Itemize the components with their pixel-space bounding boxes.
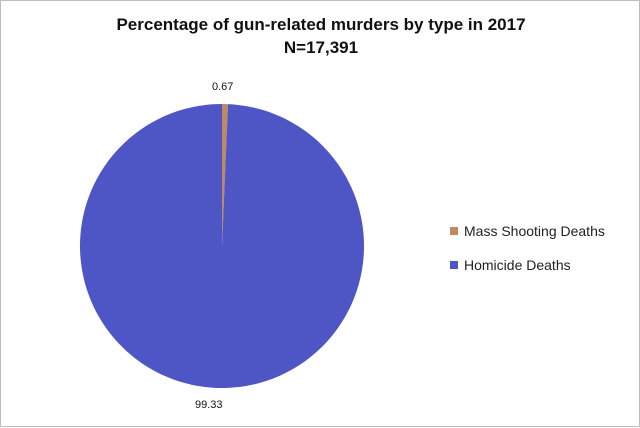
legend-swatch-homicide-deaths	[450, 261, 458, 269]
legend-item-mass-shooting-deaths: Mass Shooting Deaths	[450, 221, 605, 241]
chart-subtitle: N=17,391	[283, 38, 359, 57]
legend-label-homicide-deaths: Homicide Deaths	[464, 257, 571, 273]
legend-swatch-mass-shooting-deaths	[450, 227, 458, 235]
data-label-mass-shooting-deaths: 0.67	[212, 81, 234, 93]
legend: Mass Shooting Deaths Homicide Deaths	[450, 221, 605, 289]
legend-label-mass-shooting-deaths: Mass Shooting Deaths	[464, 223, 605, 239]
legend-item-homicide-deaths: Homicide Deaths	[450, 255, 605, 275]
pie-slice-homicide-deaths	[80, 104, 364, 388]
data-label-homicide-deaths: 99.33	[195, 399, 223, 411]
chart-title: Percentage of gun-related murders by typ…	[116, 15, 526, 34]
pie-slice-mass-shooting-deaths	[222, 104, 228, 246]
